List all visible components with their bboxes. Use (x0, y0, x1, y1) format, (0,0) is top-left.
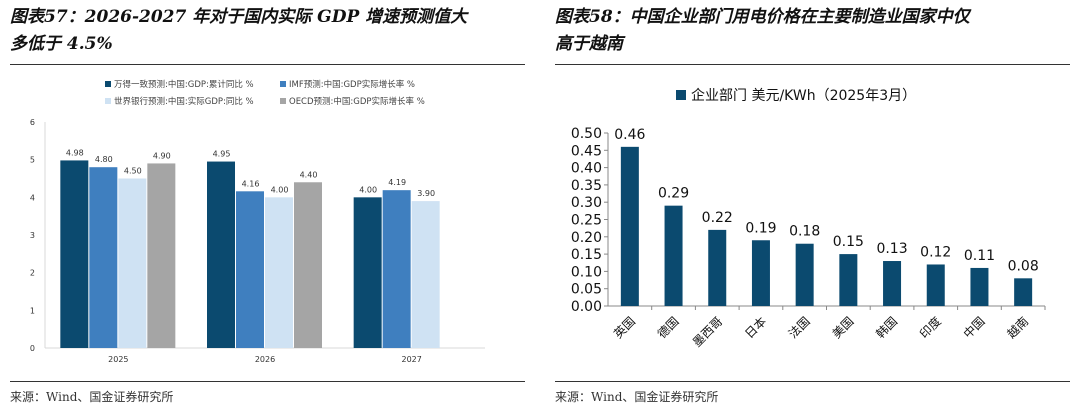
y-tick-label: 0.10 (571, 264, 602, 280)
x-tick-label: 中国 (960, 314, 988, 342)
legend-swatch (105, 98, 111, 104)
data-label: 0.08 (1008, 258, 1039, 274)
legend-label: 万得一致预测:中国:GDP:累计同比 % (114, 79, 254, 90)
data-label: 3.90 (417, 189, 435, 198)
data-label: 0.22 (702, 210, 733, 226)
bar (60, 160, 89, 348)
x-tick-label: 德国 (654, 314, 682, 342)
data-label: 4.98 (66, 148, 84, 157)
x-tick-label: 韩国 (873, 314, 901, 342)
y-tick-label: 0.50 (571, 126, 602, 142)
bar (1014, 278, 1033, 306)
y-tick-label: 5 (30, 156, 35, 165)
y-tick-label: 0 (30, 344, 35, 353)
legend-swatch (280, 81, 286, 87)
bar (751, 240, 770, 306)
bar (795, 243, 814, 306)
bar (926, 264, 945, 306)
x-tick-label: 美国 (830, 314, 857, 341)
legend-label: 企业部门 美元/KWh（2025年3月） (691, 87, 916, 104)
y-tick-label: 0.30 (571, 195, 602, 211)
divider (555, 64, 1070, 65)
legend-label: IMF预测:中国:GDP实际增长率 % (289, 79, 415, 90)
y-tick-label: 3 (30, 231, 35, 240)
divider (10, 381, 525, 382)
bar (147, 163, 176, 348)
bar (664, 205, 683, 306)
data-label: 4.80 (95, 155, 113, 164)
bar (970, 267, 989, 306)
divider (10, 64, 525, 65)
data-label: 4.16 (242, 179, 260, 188)
y-tick-label: 0.25 (571, 213, 602, 229)
data-label: 0.13 (876, 241, 907, 257)
legend-swatch (676, 90, 686, 100)
data-label: 0.12 (920, 244, 951, 260)
data-label: 4.00 (271, 185, 289, 194)
legend-swatch (280, 98, 286, 104)
x-tick-label: 日本 (742, 314, 769, 341)
bar (708, 229, 727, 306)
x-tick-label: 2025 (108, 355, 128, 364)
legend-label: OECD预测:中国:GDP实际增长率 % (289, 96, 425, 107)
bar (411, 201, 440, 348)
data-label: 0.11 (964, 248, 995, 264)
y-tick-label: 1 (30, 306, 35, 315)
bar (382, 190, 411, 348)
bar (236, 191, 264, 348)
y-tick-label: 0.40 (571, 161, 602, 177)
bar (207, 161, 235, 348)
x-tick-label: 2027 (401, 355, 421, 364)
y-tick-label: 2 (30, 269, 35, 278)
x-tick-label: 越南 (1004, 314, 1032, 342)
left-source: 来源：Wind、国金证券研究所 (10, 390, 174, 404)
data-label: 4.90 (153, 151, 171, 160)
x-tick-label: 英国 (611, 314, 638, 341)
right-source: 来源：Wind、国金证券研究所 (555, 390, 719, 404)
data-label: 0.29 (658, 186, 689, 202)
x-tick-label: 印度 (916, 314, 944, 342)
data-label: 0.19 (745, 220, 776, 236)
data-label: 4.19 (388, 178, 406, 187)
y-tick-label: 0.35 (571, 178, 602, 194)
x-tick-label: 2026 (255, 355, 275, 364)
y-tick-label: 0.15 (571, 247, 602, 263)
y-tick-label: 0.00 (571, 299, 602, 315)
data-label: 0.18 (789, 224, 820, 240)
x-tick-label: 法国 (786, 314, 813, 341)
data-label: 4.40 (300, 170, 318, 179)
data-label: 4.95 (213, 150, 231, 159)
y-tick-label: 0.45 (571, 143, 602, 159)
divider (555, 381, 1070, 382)
x-tick-label: 墨西哥 (690, 314, 725, 349)
y-tick-label: 6 (30, 118, 35, 127)
right-title: 图表58：中国企业部门用电价格在主要制造业国家中仅 高于越南 (555, 7, 970, 54)
y-tick-label: 4 (30, 193, 35, 202)
bar (294, 182, 322, 348)
y-tick-label: 0.20 (571, 230, 602, 246)
data-label: 0.15 (833, 234, 864, 250)
data-label: 4.50 (124, 167, 142, 176)
bar (265, 197, 293, 348)
data-label: 0.46 (614, 127, 645, 143)
bar (353, 197, 382, 348)
bar (839, 254, 858, 306)
legend-swatch (105, 81, 111, 87)
bar (883, 261, 902, 306)
bar (118, 178, 147, 348)
legend-label: 世界银行预测:中国:实际GDP:同比 % (114, 96, 254, 107)
y-tick-label: 0.05 (571, 282, 602, 298)
bar (620, 146, 639, 306)
bar (89, 167, 118, 348)
data-label: 4.00 (359, 185, 377, 194)
left-title: 图表57：2026-2027 年对于国内实际 GDP 增速预测值大 多低于 4.5… (10, 7, 468, 54)
